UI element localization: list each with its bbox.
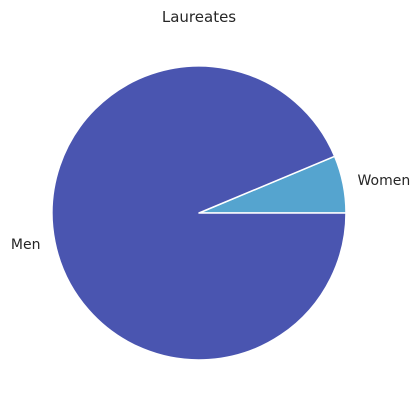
pie-labels: Women Men (11, 173, 410, 253)
pie-slices (51, 65, 347, 361)
pie-slice-men (51, 65, 347, 361)
pie-label-women: Women (358, 173, 411, 189)
chart-title: Laureates (162, 8, 236, 26)
pie-label-men: Men (11, 237, 41, 253)
